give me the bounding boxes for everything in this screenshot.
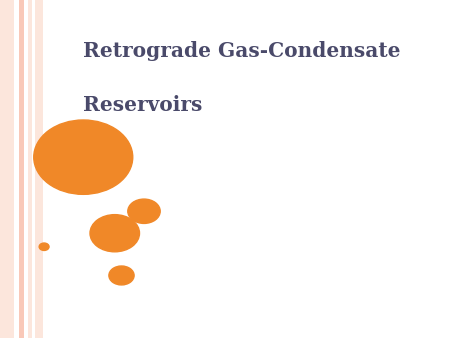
Bar	[19, 0, 24, 338]
Circle shape	[128, 199, 160, 223]
Circle shape	[34, 120, 133, 194]
Circle shape	[109, 266, 134, 285]
Circle shape	[90, 215, 140, 252]
Bar	[28, 0, 32, 338]
Text: Retrograde Gas-Condensate: Retrograde Gas-Condensate	[83, 41, 401, 61]
Bar	[0, 0, 14, 338]
Circle shape	[39, 243, 49, 250]
Bar	[35, 0, 43, 338]
Text: Reservoirs: Reservoirs	[83, 95, 202, 115]
